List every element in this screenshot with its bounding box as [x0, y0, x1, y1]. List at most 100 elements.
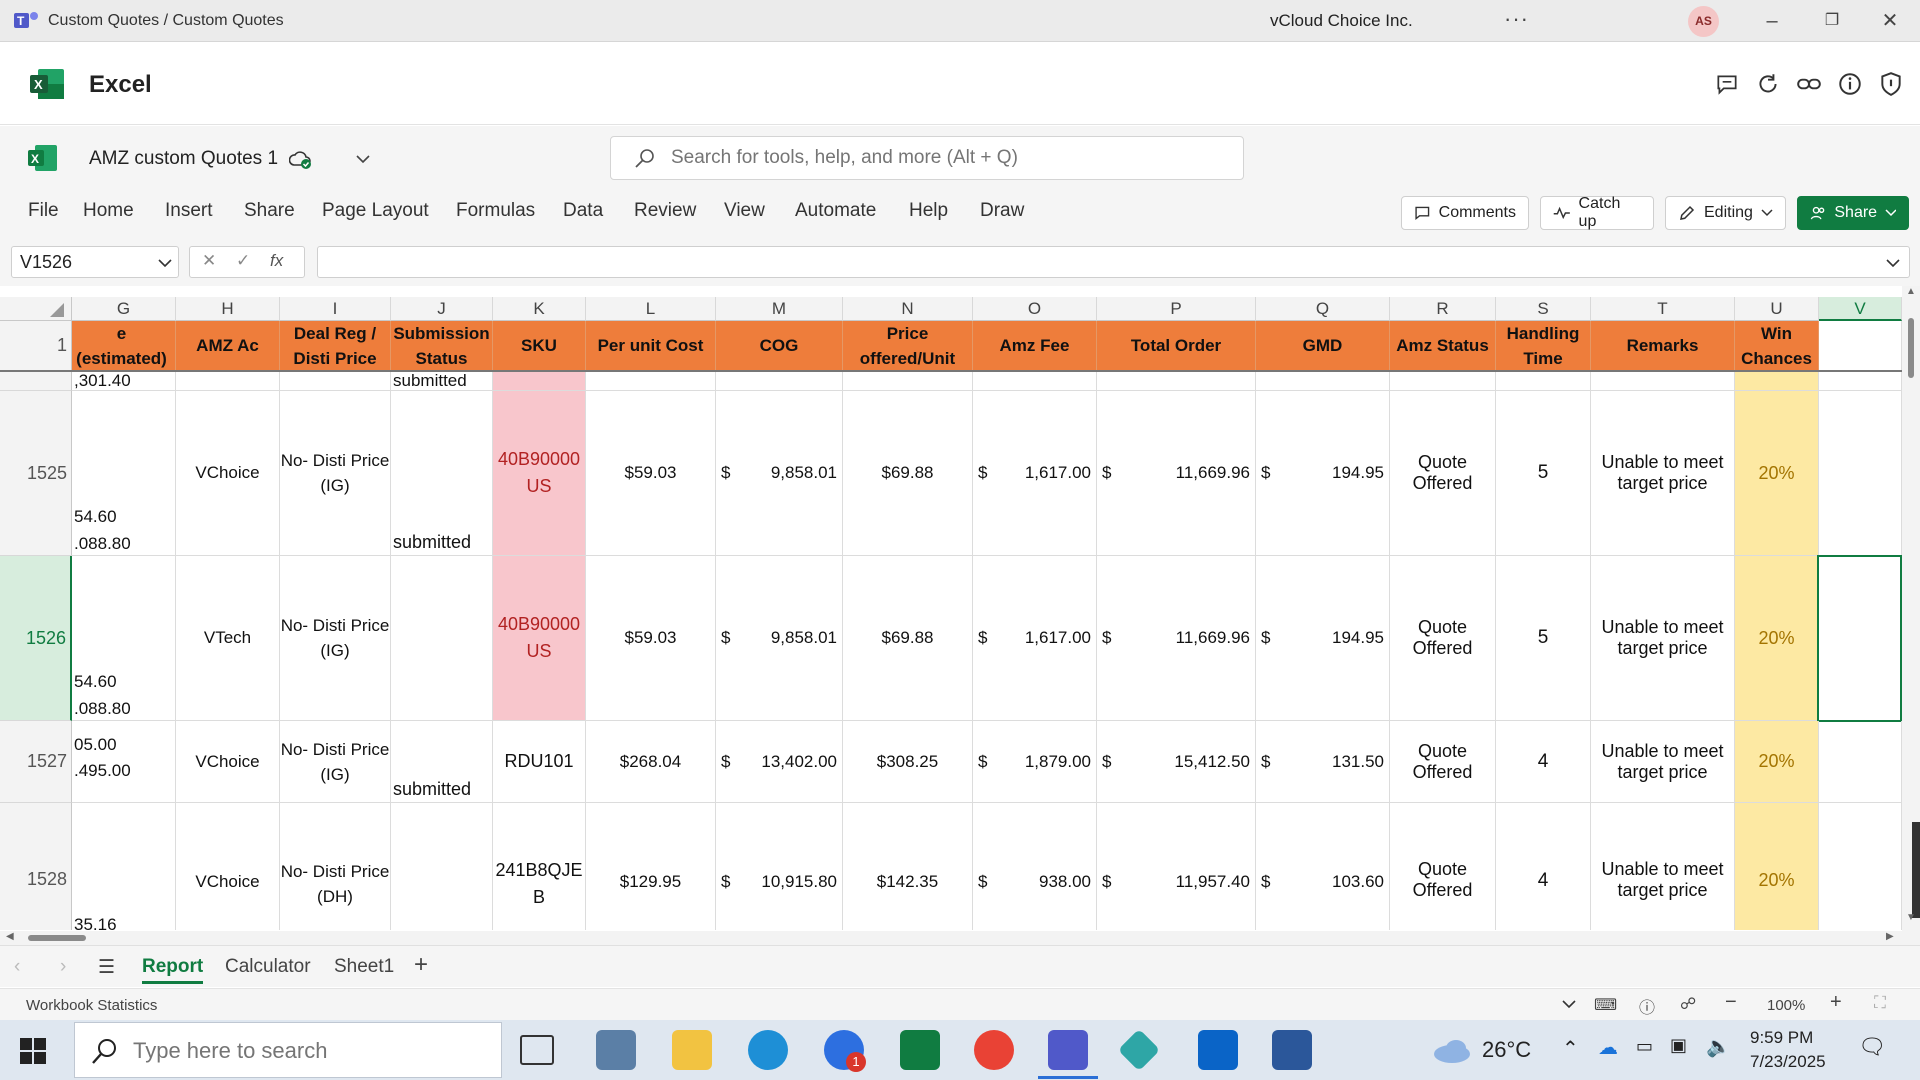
- weather-cloud-icon[interactable]: [1432, 1036, 1472, 1064]
- spreadsheet-grid[interactable]: G H I J K L M N O P Q R S T U V 1 e (est…: [0, 297, 1902, 930]
- column-header-h[interactable]: H: [176, 297, 280, 321]
- zoom-app-icon[interactable]: 1: [824, 1030, 866, 1072]
- header-cell-j[interactable]: Submission Status: [391, 321, 493, 371]
- column-header-q[interactable]: Q: [1256, 297, 1390, 321]
- cell-k-1527[interactable]: RDU101: [493, 721, 586, 803]
- column-header-t[interactable]: T: [1591, 297, 1735, 321]
- cell-t-partial[interactable]: [1591, 372, 1735, 391]
- header-cell-r[interactable]: Amz Status: [1390, 321, 1496, 371]
- name-box[interactable]: V1526: [11, 246, 179, 278]
- show-hidden-icons-icon[interactable]: ⌃: [1562, 1038, 1579, 1060]
- cell-u-1525[interactable]: 20%: [1735, 391, 1819, 556]
- cell-k-1528[interactable]: 241B8QJE B: [493, 803, 586, 930]
- cell-n-1527[interactable]: $308.25: [843, 721, 973, 803]
- scroll-left-icon[interactable]: ◀: [6, 931, 14, 942]
- cell-r-1528[interactable]: Quote Offered: [1390, 803, 1496, 930]
- taskbar-search-input[interactable]: [133, 1038, 483, 1064]
- sheet-tab-report[interactable]: Report: [142, 956, 204, 984]
- cell-q-1528[interactable]: $103.60: [1256, 803, 1390, 930]
- fullscreen-icon[interactable]: ⛶: [1874, 993, 1886, 1012]
- feedback-icon[interactable]: ☍: [1680, 996, 1697, 1013]
- column-header-k[interactable]: K: [493, 297, 586, 321]
- cell-l-1525[interactable]: $59.03: [586, 391, 716, 556]
- onedrive-icon[interactable]: ☁: [1598, 1037, 1618, 1059]
- taskbar-search[interactable]: [74, 1022, 502, 1078]
- tab-insert[interactable]: Insert: [165, 200, 213, 221]
- cell-j-1525[interactable]: submitted: [391, 391, 493, 556]
- expand-formula-icon[interactable]: [1886, 259, 1900, 268]
- chrome-browser-icon[interactable]: [974, 1030, 1014, 1070]
- workbook-statistics[interactable]: Workbook Statistics: [26, 997, 158, 1014]
- cell-m-1527[interactable]: $13,402.00: [716, 721, 843, 803]
- header-cell-v[interactable]: [1819, 321, 1902, 371]
- cell-g-1525[interactable]: 54.60 .088.80: [72, 391, 176, 556]
- tab-page-layout[interactable]: Page Layout: [322, 200, 429, 221]
- excel-taskbar-icon[interactable]: [900, 1030, 940, 1070]
- minimize-icon[interactable]: –: [1766, 10, 1778, 32]
- cell-u-partial[interactable]: [1735, 372, 1819, 391]
- keyboard-icon[interactable]: ⌨: [1594, 997, 1618, 1014]
- cell-p-1525[interactable]: $11,669.96: [1097, 391, 1256, 556]
- windows-start-icon[interactable]: [20, 1038, 46, 1064]
- confirm-formula-icon[interactable]: ✓: [236, 251, 251, 270]
- add-sheet-icon[interactable]: +: [414, 951, 429, 978]
- more-options-icon[interactable]: ···: [1504, 6, 1529, 31]
- cell-m-1526[interactable]: $9,858.01: [716, 556, 843, 721]
- help-icon[interactable]: ⓘ: [1639, 1000, 1656, 1017]
- cell-o-1526[interactable]: $1,617.00: [973, 556, 1097, 721]
- clock-date[interactable]: 7/23/2025: [1750, 1052, 1826, 1071]
- cell-l-1528[interactable]: $129.95: [586, 803, 716, 930]
- cell-q-1527[interactable]: $131.50: [1256, 721, 1390, 803]
- word-icon[interactable]: [1272, 1030, 1312, 1070]
- chat-icon[interactable]: [1714, 71, 1740, 97]
- cell-s-1525[interactable]: 5: [1496, 391, 1591, 556]
- tab-view[interactable]: View: [724, 200, 765, 221]
- header-cell-n[interactable]: Price offered/Unit: [843, 321, 973, 371]
- cell-g-1527[interactable]: 05.00 .495.00: [72, 721, 176, 803]
- cell-r-partial[interactable]: [1390, 372, 1496, 391]
- notifications-icon[interactable]: 🗨: [1858, 1034, 1886, 1059]
- weather-temperature[interactable]: 26°C: [1482, 1037, 1532, 1062]
- column-header-p[interactable]: P: [1097, 297, 1256, 321]
- cell-o-partial[interactable]: [973, 372, 1097, 391]
- shield-icon[interactable]: [1878, 71, 1904, 97]
- header-cell-l[interactable]: Per unit Cost: [586, 321, 716, 371]
- cell-g-1528[interactable]: 35.16: [72, 803, 176, 930]
- tab-file[interactable]: File: [28, 200, 59, 221]
- cell-n-1528[interactable]: $142.35: [843, 803, 973, 930]
- cell-p-1527[interactable]: $15,412.50: [1097, 721, 1256, 803]
- network-icon[interactable]: ▣: [1670, 1035, 1688, 1055]
- row-header-1526[interactable]: 1526: [0, 556, 72, 721]
- vertical-scroll-thumb[interactable]: [1908, 318, 1914, 378]
- cell-j-1528[interactable]: [391, 803, 493, 930]
- comments-button[interactable]: Comments: [1401, 196, 1529, 230]
- select-all-corner[interactable]: [0, 297, 72, 321]
- cell-n-1526[interactable]: $69.88: [843, 556, 973, 721]
- zoom-in-icon[interactable]: +: [1830, 991, 1842, 1013]
- avatar[interactable]: AS: [1688, 6, 1719, 37]
- tab-home[interactable]: Home: [83, 200, 134, 221]
- cell-q-partial[interactable]: [1256, 372, 1390, 391]
- cell-g-partial[interactable]: ,301.40: [72, 372, 176, 391]
- cell-s-1526[interactable]: 5: [1496, 556, 1591, 721]
- horizontal-scrollbar[interactable]: ◀ ▶: [0, 931, 1902, 945]
- column-header-i[interactable]: I: [280, 297, 391, 321]
- cell-o-1528[interactable]: $938.00: [973, 803, 1097, 930]
- cell-r-1525[interactable]: Quote Offered: [1390, 391, 1496, 556]
- tab-review[interactable]: Review: [634, 200, 697, 221]
- header-cell-h[interactable]: AMZ Ac: [176, 321, 280, 371]
- tab-help[interactable]: Help: [909, 200, 949, 221]
- cell-o-1525[interactable]: $1,617.00: [973, 391, 1097, 556]
- restore-icon[interactable]: ❐: [1824, 12, 1840, 29]
- cell-k-partial[interactable]: [493, 372, 586, 391]
- cell-p-1528[interactable]: $11,957.40: [1097, 803, 1256, 930]
- cell-h-1528[interactable]: VChoice: [176, 803, 280, 930]
- vertical-scrollbar[interactable]: ▲ ▼: [1902, 286, 1920, 946]
- cell-t-1525[interactable]: Unable to meet target price: [1591, 391, 1735, 556]
- app-diamond-icon[interactable]: [1117, 1028, 1161, 1072]
- search-input[interactable]: [671, 147, 1231, 169]
- cancel-formula-icon[interactable]: ✕: [202, 251, 217, 270]
- all-sheets-icon[interactable]: ☰: [98, 957, 116, 978]
- row-header-partial[interactable]: [0, 372, 72, 391]
- chevron-down-icon[interactable]: [1562, 1000, 1576, 1009]
